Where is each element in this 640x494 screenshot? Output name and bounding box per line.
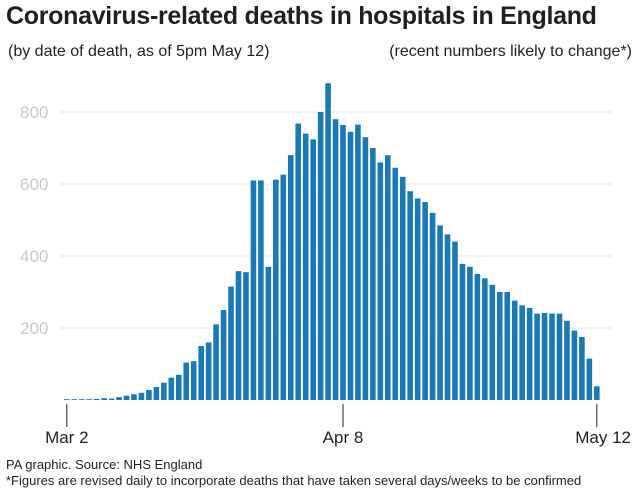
bar [474, 274, 481, 400]
bar [153, 387, 160, 400]
chart-title: Coronavirus-related deaths in hospitals … [6, 2, 597, 30]
bar [519, 305, 525, 400]
bar [273, 179, 279, 400]
bar [198, 346, 204, 400]
bar [228, 286, 234, 400]
bar [549, 313, 555, 400]
x-tick-label: May 12 [575, 428, 631, 447]
bar [287, 155, 294, 400]
bar [482, 278, 488, 400]
bar [295, 123, 302, 401]
bar [377, 162, 384, 400]
bar [302, 133, 309, 400]
bar [556, 313, 563, 400]
bar [385, 155, 391, 400]
y-axis-ticks: 200 400 600 800 [20, 103, 48, 338]
chart-subtitle: (by date of death, as of 5pm May 12) [8, 43, 270, 60]
bar [168, 377, 175, 400]
bar [340, 124, 346, 401]
bar [452, 241, 458, 400]
bar [504, 292, 511, 400]
x-tick-label: Mar 2 [45, 428, 88, 447]
source-note: PA graphic. Source: NHS England [6, 457, 203, 472]
bar [370, 148, 376, 400]
bar [131, 394, 137, 400]
bar [355, 124, 361, 400]
bar [280, 174, 287, 400]
bar [317, 112, 324, 400]
bar [459, 263, 466, 400]
bar [175, 374, 182, 400]
bar [332, 119, 339, 400]
bar [123, 395, 130, 400]
bar [437, 225, 443, 400]
bar [429, 212, 436, 400]
bar [511, 300, 518, 400]
bar [467, 266, 473, 400]
bar [541, 312, 548, 400]
bar [220, 310, 227, 400]
bar [190, 361, 197, 400]
bar [205, 342, 212, 400]
bar-chart: 200 400 600 800 Mar 2 Apr 8 May 12 [20, 83, 631, 447]
bar [392, 167, 399, 400]
bar [422, 202, 428, 400]
bar [496, 292, 503, 400]
x-axis-ticks: Mar 2 Apr 8 May 12 [45, 404, 631, 447]
bar [235, 271, 242, 400]
bar [161, 382, 167, 400]
bar [64, 399, 70, 400]
bar [414, 198, 421, 400]
bar [138, 392, 145, 400]
bar [310, 139, 316, 401]
bar [489, 284, 496, 400]
bar [101, 398, 107, 400]
bar [571, 330, 578, 400]
bar [250, 180, 257, 400]
bar [116, 397, 122, 400]
bar [362, 137, 369, 400]
bar [407, 191, 413, 400]
y-tick-label: 200 [20, 319, 48, 338]
bar [347, 131, 354, 401]
bar [399, 176, 406, 400]
bar [71, 399, 78, 400]
bar [564, 320, 570, 400]
bar [444, 234, 451, 400]
bar [594, 386, 600, 400]
bar [258, 180, 264, 400]
bar [579, 337, 585, 400]
bar [78, 399, 85, 400]
y-tick-label: 800 [20, 103, 48, 122]
x-tick-label: Apr 8 [323, 428, 364, 447]
bar [586, 358, 593, 400]
bars [64, 83, 600, 401]
y-tick-label: 400 [20, 247, 48, 266]
bar [534, 313, 540, 400]
bar [93, 398, 100, 400]
bar [325, 83, 331, 400]
bar [265, 266, 272, 400]
bar [86, 399, 92, 400]
y-tick-label: 600 [20, 175, 48, 194]
bar [183, 362, 190, 400]
chart-note: (recent numbers likely to change*) [389, 43, 632, 60]
footnote: *Figures are revised daily to incorporat… [6, 473, 582, 488]
bar [526, 307, 533, 400]
bar [213, 324, 219, 400]
bar [243, 272, 249, 400]
bar [146, 389, 152, 400]
bar [108, 398, 115, 400]
